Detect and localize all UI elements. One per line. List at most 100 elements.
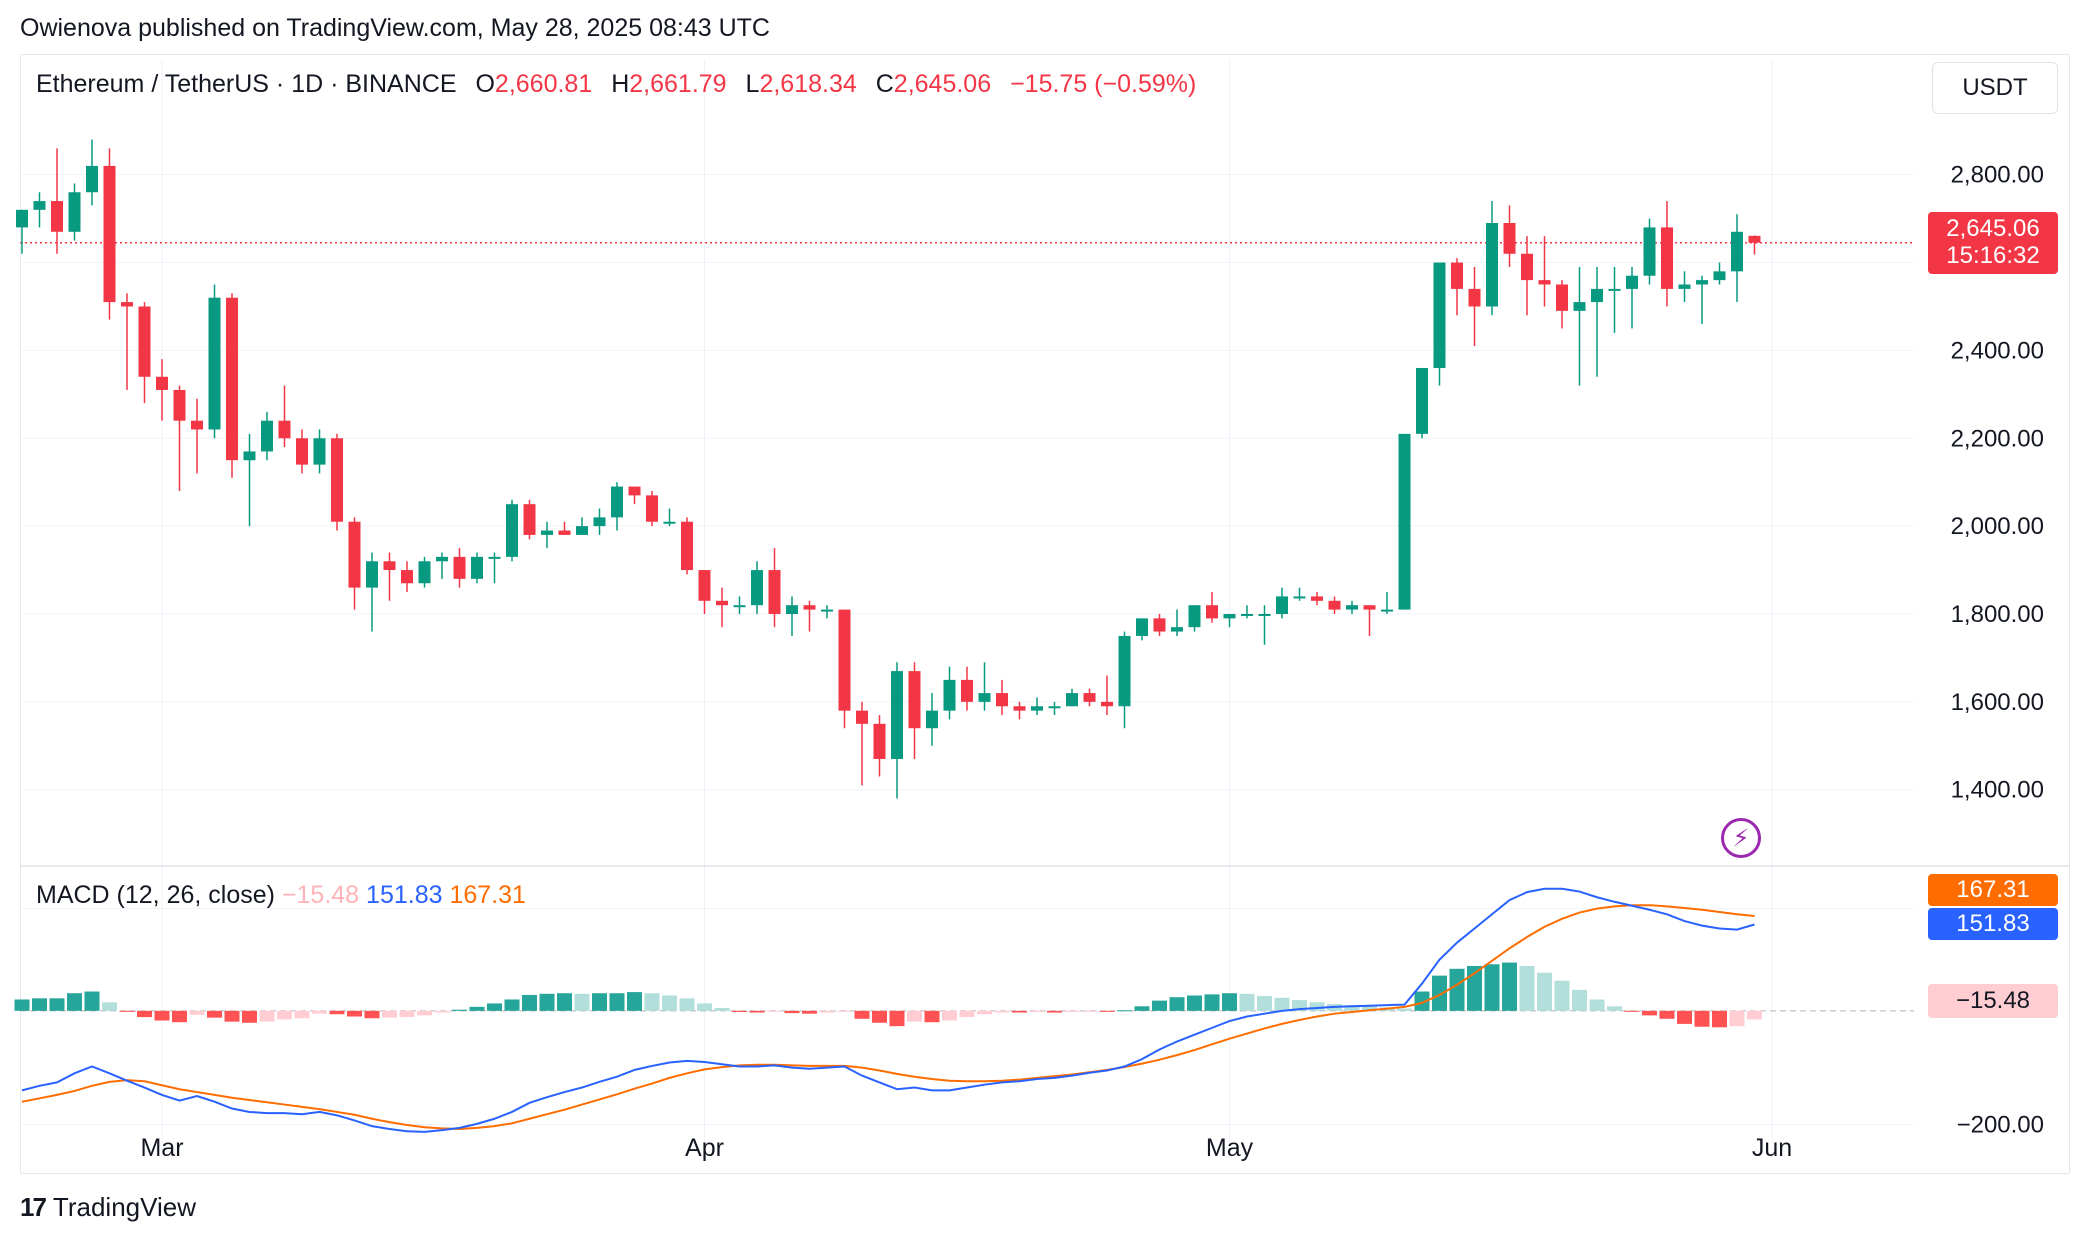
price-axis-tick: 1,800.00 — [1951, 601, 2044, 628]
macd-hist-bar — [32, 998, 47, 1011]
macd-hist-bar — [154, 1010, 170, 1021]
candle-body — [1521, 253, 1533, 281]
macd-hist-bar — [1554, 980, 1570, 1011]
candle-body — [278, 420, 291, 439]
macd-hist-bar — [522, 994, 537, 1011]
candle — [1398, 433, 1411, 610]
macd-hist-bar — [1747, 1010, 1762, 1020]
macd-signal-value: 167.31 — [449, 881, 526, 909]
candle — [1311, 592, 1323, 606]
candle-body — [1748, 235, 1761, 243]
candle — [243, 433, 256, 527]
candle-body — [1486, 223, 1498, 307]
macd-axis-label: 151.83 — [1928, 908, 2058, 940]
candle-body — [471, 556, 483, 579]
macd-hist-bar — [172, 1010, 187, 1023]
candle-body — [1101, 701, 1113, 707]
last-price-label: 2,645.06 15:16:32 — [1928, 212, 2058, 274]
candle — [51, 148, 63, 254]
tradingview-brand[interactable]: 17 TradingView — [20, 1192, 196, 1223]
macd-hist-bar — [889, 1010, 905, 1027]
candle-body — [16, 209, 28, 228]
candle-body — [488, 556, 501, 559]
price-axis-tick: 2,200.00 — [1951, 425, 2044, 452]
macd-hist-bar — [679, 998, 695, 1011]
candle — [646, 490, 658, 527]
macd-hist-bar — [1292, 1000, 1307, 1011]
candle — [1556, 280, 1568, 329]
candle — [698, 570, 711, 614]
macd-hist-bar — [242, 1010, 257, 1023]
candle — [156, 359, 168, 421]
candle-body — [926, 710, 938, 729]
macd-hist-bar — [802, 1010, 817, 1014]
macd-hist-bar — [1519, 965, 1535, 1011]
candle — [383, 552, 396, 601]
macd-hist-bar — [1397, 1008, 1412, 1011]
candle — [1748, 235, 1761, 255]
candle — [1276, 587, 1288, 619]
candle-body — [296, 438, 308, 465]
candle-body — [786, 605, 798, 614]
candle — [506, 499, 518, 562]
macd-hist-bar — [277, 1010, 292, 1020]
symbol-name[interactable]: Ethereum / TetherUS · 1D · BINANCE — [36, 70, 457, 98]
symbol-legend: Ethereum / TetherUS · 1D · BINANCE O2,66… — [36, 70, 1196, 99]
candle-body — [191, 420, 203, 430]
candle — [558, 521, 571, 535]
candle-body — [1731, 231, 1743, 272]
macd-hist-bar — [1484, 964, 1500, 1011]
candle — [751, 561, 763, 614]
macd-hist-bar — [1152, 1000, 1167, 1011]
candle — [838, 609, 851, 729]
candle — [1171, 609, 1183, 636]
macd-title[interactable]: MACD (12, 26, close) — [36, 881, 275, 909]
macd-hist-bar — [784, 1010, 800, 1014]
candle-body — [1223, 613, 1236, 619]
candle-body — [1363, 605, 1376, 610]
candle — [1451, 258, 1463, 316]
candle-body — [86, 165, 98, 193]
candle — [1626, 266, 1638, 329]
macd-legend: MACD (12, 26, close) −15.48 151.83 167.3… — [36, 881, 526, 910]
macd-hist-bar — [854, 1010, 870, 1019]
candle — [1153, 613, 1166, 636]
lightning-icon[interactable]: ⚡ — [1721, 818, 1761, 858]
candle-body — [243, 451, 256, 461]
macd-hist-bar — [977, 1010, 992, 1015]
candle-body — [681, 521, 693, 571]
candle-body — [1696, 280, 1708, 285]
candle — [1503, 205, 1516, 267]
time-axis-label: May — [1206, 1134, 1254, 1162]
candle — [786, 596, 798, 636]
price-axis-tick: 2,800.00 — [1951, 162, 2044, 189]
candle — [1416, 367, 1428, 439]
candle-body — [156, 376, 168, 390]
candle — [191, 398, 203, 474]
candle — [366, 552, 378, 632]
currency-button[interactable]: USDT — [1932, 62, 2058, 114]
signal-axis-label: 167.31 — [1928, 874, 2058, 906]
macd-hist-bar — [749, 1010, 765, 1013]
candle — [1678, 271, 1691, 303]
candle-body — [1031, 706, 1043, 711]
candle — [1538, 236, 1551, 307]
candle — [226, 293, 238, 478]
candle-body — [996, 693, 1008, 707]
candle — [488, 552, 501, 584]
macd-hist-bar — [1064, 1010, 1080, 1012]
macd-hist-bar — [189, 1010, 205, 1015]
open-value: 2,660.81 — [494, 70, 593, 98]
macd-hist-bar — [1134, 1006, 1150, 1011]
candle-body — [541, 530, 553, 535]
candle-body — [436, 556, 448, 562]
candle-body — [383, 561, 396, 571]
price-axis-tick: 2,000.00 — [1951, 513, 2044, 540]
macd-hist-bar — [294, 1010, 310, 1019]
candle — [943, 666, 956, 720]
candle-body — [1153, 618, 1166, 632]
macd-hist-bar — [1502, 962, 1517, 1011]
candle — [1591, 266, 1603, 377]
macd-hist-bar — [1642, 1010, 1657, 1016]
